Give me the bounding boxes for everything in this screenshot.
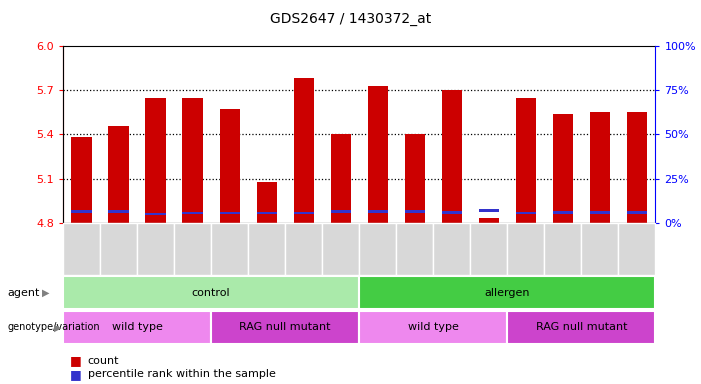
Bar: [367, 86, 388, 223]
Bar: [516, 98, 536, 223]
Bar: [627, 113, 647, 223]
Text: wild type: wild type: [408, 322, 458, 333]
Bar: [433, 223, 470, 275]
Text: GDS2647 / 1430372_at: GDS2647 / 1430372_at: [270, 12, 431, 25]
Bar: [331, 134, 351, 223]
Bar: [552, 114, 573, 223]
Bar: [545, 223, 581, 275]
Bar: [359, 311, 508, 344]
Bar: [479, 218, 499, 223]
Bar: [63, 223, 100, 275]
Bar: [322, 223, 359, 275]
Bar: [508, 311, 655, 344]
Bar: [404, 134, 425, 223]
Text: RAG null mutant: RAG null mutant: [536, 322, 627, 333]
Text: percentile rank within the sample: percentile rank within the sample: [88, 369, 275, 379]
Bar: [109, 126, 129, 223]
Bar: [359, 223, 396, 275]
Bar: [590, 211, 610, 214]
Bar: [182, 98, 203, 223]
Bar: [211, 223, 248, 275]
Text: genotype/variation: genotype/variation: [7, 322, 100, 333]
Bar: [219, 109, 240, 223]
Bar: [479, 209, 499, 212]
Bar: [174, 223, 211, 275]
Text: allergen: allergen: [484, 288, 530, 298]
Bar: [182, 212, 203, 215]
Bar: [359, 276, 655, 309]
Bar: [211, 311, 360, 344]
Bar: [100, 223, 137, 275]
Bar: [285, 223, 322, 275]
Text: control: control: [192, 288, 231, 298]
Bar: [63, 276, 359, 309]
Bar: [367, 210, 388, 213]
Text: ■: ■: [70, 354, 82, 367]
Bar: [257, 182, 277, 223]
Bar: [627, 211, 647, 214]
Bar: [146, 98, 166, 223]
Bar: [72, 137, 92, 223]
Bar: [516, 212, 536, 214]
Bar: [109, 210, 129, 213]
Bar: [137, 223, 174, 275]
Text: RAG null mutant: RAG null mutant: [240, 322, 331, 333]
Bar: [63, 311, 211, 344]
Bar: [257, 212, 277, 214]
Bar: [618, 223, 655, 275]
Bar: [248, 223, 285, 275]
Bar: [219, 212, 240, 215]
Bar: [396, 223, 433, 275]
Bar: [331, 210, 351, 213]
Bar: [470, 223, 508, 275]
Text: agent: agent: [7, 288, 39, 298]
Bar: [581, 223, 618, 275]
Text: ▶: ▶: [55, 322, 62, 333]
Bar: [590, 113, 610, 223]
Bar: [508, 223, 545, 275]
Bar: [72, 210, 92, 213]
Bar: [404, 210, 425, 213]
Bar: [294, 212, 314, 214]
Text: ■: ■: [70, 368, 82, 381]
Bar: [146, 213, 166, 215]
Bar: [442, 211, 462, 214]
Bar: [442, 90, 462, 223]
Bar: [552, 211, 573, 214]
Text: ▶: ▶: [42, 288, 49, 298]
Bar: [294, 78, 314, 223]
Text: count: count: [88, 356, 119, 366]
Text: wild type: wild type: [111, 322, 163, 333]
